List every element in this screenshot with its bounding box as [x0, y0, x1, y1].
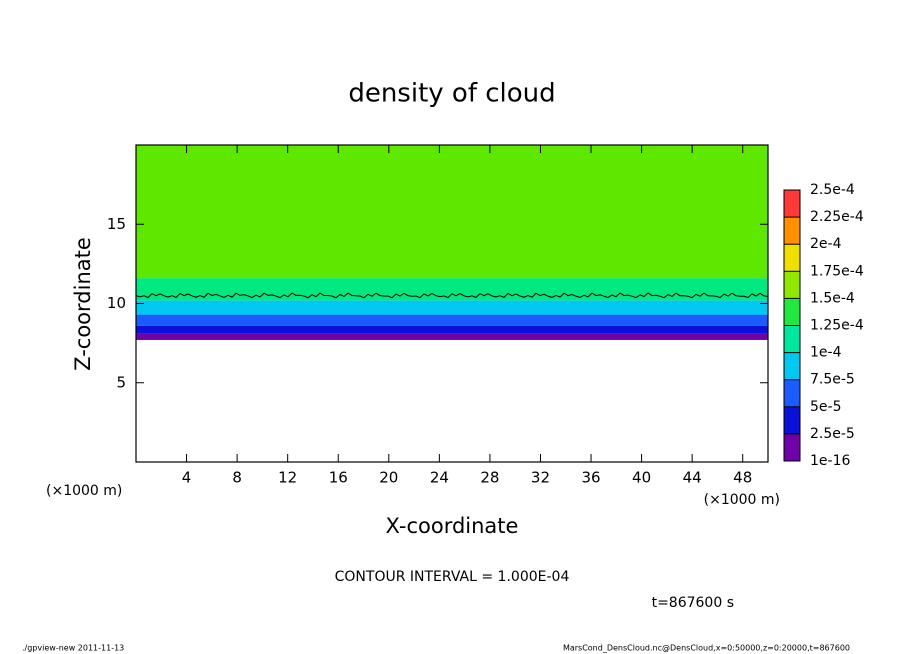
colorbar-label: 1e-16: [810, 453, 850, 469]
x-tick-label: 48: [733, 469, 752, 487]
colorbar-segment: [784, 298, 800, 326]
time-label: t=867600 s: [652, 595, 734, 611]
colorbar-segment: [784, 325, 800, 353]
y-tick-label: 15: [107, 215, 126, 233]
x-tick-label: 44: [683, 469, 702, 487]
annotation: CONTOUR INTERVAL = 1.000E-04: [335, 569, 570, 585]
colorbar-label: 5e-5: [810, 399, 841, 415]
colorbar-label: 1e-4: [810, 345, 842, 361]
colorbar-segment: [784, 379, 800, 407]
x-unit-label: (×1000 m): [704, 492, 780, 508]
x-tick-label: 40: [632, 469, 651, 487]
colorbar-segment: [784, 190, 800, 218]
colorbar-segment: [784, 244, 800, 272]
contour-line: [135, 292, 769, 299]
footer: ./gpview-new 2011-11-13: [22, 644, 124, 653]
colorbar-segment: [784, 406, 800, 434]
colorbar-label: 1.25e-4: [810, 318, 864, 334]
colorbar-segment: [784, 433, 800, 461]
x-tick-label: 24: [430, 469, 449, 487]
y-tick-label: 5: [116, 373, 126, 391]
x-unit-label: (×1000 m): [46, 483, 122, 499]
x-tick-label: 4: [182, 469, 192, 487]
colorbar-segment: [784, 271, 800, 299]
x-tick-label: 12: [278, 469, 297, 487]
field-band: [136, 325, 768, 334]
x-tick-label: 32: [531, 469, 550, 487]
x-axis-label: X-coordinate: [386, 514, 519, 538]
x-tick-label: 36: [581, 469, 600, 487]
colorbar-label: 7.5e-5: [810, 372, 855, 388]
y-axis-label: Z-coordinate: [71, 237, 95, 371]
x-tick-label: 16: [329, 469, 348, 487]
field-band: [136, 333, 768, 340]
colorbar-label: 2.5e-4: [810, 182, 855, 198]
y-tick-label: 10: [107, 294, 126, 312]
field-band: [136, 314, 768, 326]
colorbar-label: 2e-4: [810, 236, 842, 252]
colorbar-label: 1.5e-4: [810, 290, 855, 306]
colorbar-label: 1.75e-4: [810, 263, 864, 279]
colorbar-segment: [784, 217, 800, 245]
x-tick-label: 28: [480, 469, 499, 487]
field-band: [136, 300, 768, 315]
colorbar-segment: [784, 352, 800, 380]
footer: MarsCond_DensCloud.nc@DensCloud,x=0:5000…: [563, 644, 850, 653]
chart-title: density of cloud: [348, 79, 555, 109]
colorbar-label: 2.25e-4: [810, 209, 864, 225]
field-band: [136, 145, 768, 279]
colorbar-label: 2.5e-5: [810, 426, 855, 442]
x-tick-label: 8: [232, 469, 242, 487]
x-tick-label: 20: [379, 469, 398, 487]
